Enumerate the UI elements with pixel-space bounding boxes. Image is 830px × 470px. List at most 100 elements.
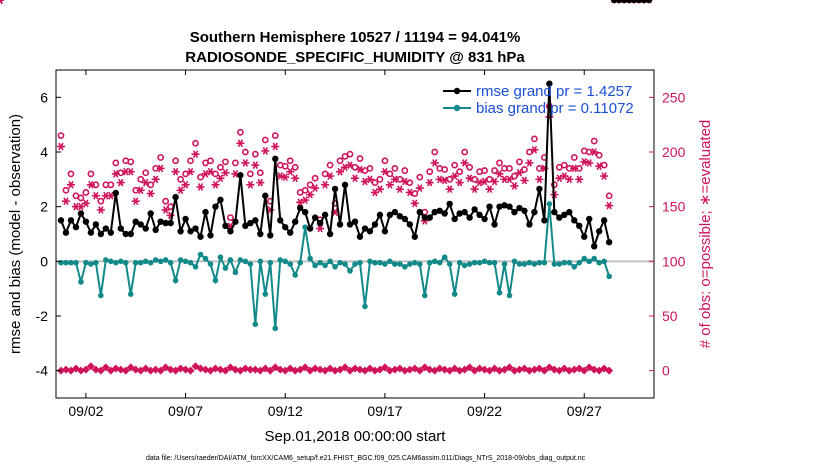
bias-point	[152, 257, 159, 263]
rmse-point	[391, 208, 399, 216]
obs-evaluated-stroke	[222, 168, 229, 177]
obs-evaluated-stroke	[83, 199, 89, 208]
rmse-point	[127, 230, 134, 238]
rmse-point	[187, 228, 194, 235]
bias-point	[177, 257, 184, 263]
rmse-point	[87, 229, 95, 236]
bias-point	[481, 258, 488, 265]
rmse-point	[67, 217, 75, 224]
obs-possible-point	[92, 181, 100, 189]
obs-evaluated-point	[445, 185, 454, 194]
obs-evaluated-point	[415, 184, 424, 192]
rmse-point	[446, 200, 453, 208]
rmse-point	[561, 211, 568, 219]
rmse-point	[237, 172, 244, 179]
y-left-tick-label: 4	[40, 144, 48, 160]
obs-possible-point	[366, 164, 374, 172]
bias-point	[142, 258, 149, 265]
rmse-point	[640, 0, 648, 4]
obs-evaluated-stroke	[302, 196, 308, 204]
bias-point	[526, 259, 533, 266]
obs-evaluated-stroke	[93, 191, 99, 200]
rmse-point	[546, 80, 553, 87]
obs-possible-point	[142, 169, 150, 177]
obs-possible-point	[82, 189, 90, 196]
obs-evaluated-stroke	[531, 145, 538, 154]
y-axis-label-left: rmse and bias (model - observation)	[7, 114, 24, 354]
bias-point	[456, 259, 463, 266]
bias-point	[466, 261, 473, 267]
obs-evaluated-stroke	[516, 168, 523, 177]
bias-point	[317, 259, 323, 266]
rmse-point	[556, 214, 563, 221]
bias-point	[207, 261, 214, 267]
bias-point	[217, 254, 224, 261]
bias-point	[157, 258, 164, 265]
obs-evaluated-stroke	[407, 188, 413, 197]
rmse-point	[282, 223, 289, 231]
obs-evaluated-stroke	[382, 167, 388, 176]
obs-possible-point	[506, 164, 513, 172]
rmse-point	[122, 230, 129, 238]
legend-rmse-label: rmse grand pr = 1.4257	[476, 83, 632, 100]
obs-bottom-point	[341, 363, 350, 372]
x-tick-label: 09/07	[168, 403, 203, 419]
obs-evaluated-point	[520, 176, 529, 185]
obs-evaluated-stroke	[606, 201, 612, 210]
rmse-point	[77, 210, 85, 217]
rmse-point	[97, 230, 105, 238]
bias-point	[307, 255, 313, 262]
obs-evaluated-stroke	[307, 190, 313, 199]
bias-point	[212, 277, 219, 284]
obs-evaluated-point	[590, 148, 599, 156]
obs-evaluated-stroke	[187, 167, 194, 176]
obs-possible-point	[87, 170, 95, 178]
obs-possible-point	[376, 175, 384, 183]
obs-evaluated-stroke	[247, 180, 254, 189]
obs-evaluated-point	[151, 175, 160, 184]
obs-possible-point	[231, 159, 239, 167]
obs-evaluated-point	[251, 161, 260, 169]
obs-possible-point	[192, 139, 199, 147]
obs-evaluated-stroke	[172, 167, 179, 176]
obs-evaluated-stroke	[322, 180, 328, 189]
obs-possible-point	[426, 168, 434, 176]
obs-possible-point	[67, 170, 75, 178]
obs-evaluated-stroke	[536, 175, 543, 184]
obs-bottom-point	[580, 366, 589, 375]
rmse-point	[471, 206, 478, 213]
obs-evaluated-stroke	[68, 180, 74, 189]
obs-evaluated-point	[61, 197, 70, 206]
bias-point	[337, 259, 343, 266]
bias-point	[262, 291, 269, 297]
obs-possible-point	[511, 172, 518, 180]
obs-possible-point	[172, 157, 179, 165]
obs-possible-point	[406, 179, 414, 187]
rmse-point	[152, 226, 159, 234]
rmse-point	[287, 229, 294, 236]
bias-point	[397, 261, 403, 267]
obs-possible-point	[281, 162, 289, 170]
rmse-point	[227, 228, 234, 235]
obs-evaluated-point	[575, 175, 584, 184]
bias-point	[372, 259, 378, 266]
obs-bottom-point	[415, 366, 424, 375]
obs-evaluated-stroke	[272, 142, 278, 151]
obs-possible-point	[391, 164, 399, 172]
obs-possible-point	[157, 154, 165, 161]
obs-evaluated-point	[256, 178, 265, 187]
obs-evaluated-point	[241, 159, 250, 167]
obs-evaluated-stroke	[108, 191, 114, 200]
obs-possible-point	[471, 175, 478, 183]
bias-point	[78, 279, 84, 285]
bias-point	[516, 261, 523, 267]
bias-point	[581, 255, 588, 262]
obs-evaluated-point	[535, 175, 544, 184]
obs-evaluated-point	[0, 0, 4, 4]
bias-point	[426, 259, 433, 266]
bias-point	[536, 259, 543, 266]
bias-point	[147, 259, 154, 266]
rmse-point	[411, 233, 418, 240]
obs-possible-point	[137, 175, 145, 183]
rmse-point	[107, 229, 115, 236]
